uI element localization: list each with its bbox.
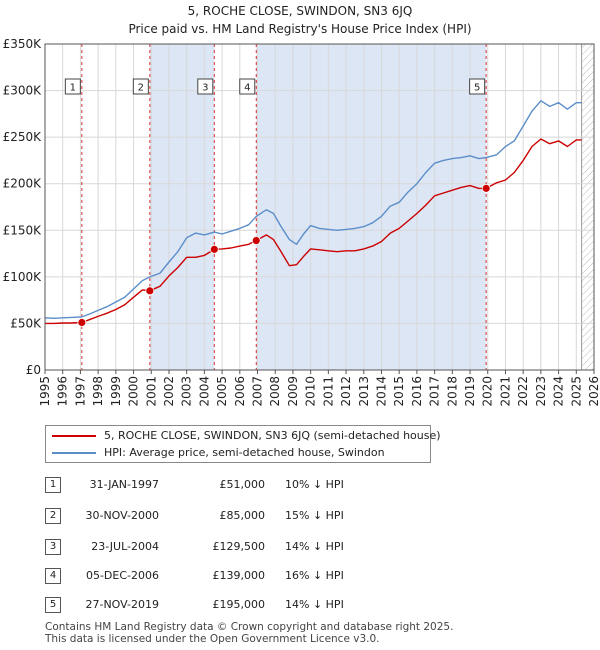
sale-point bbox=[481, 183, 491, 193]
transaction-row: 1 31-JAN-1997 £51,000 10% ↓ HPI bbox=[45, 477, 445, 497]
legend-label-hpi: HPI: Average price, semi-detached house,… bbox=[104, 446, 385, 459]
transaction-number: 4 bbox=[45, 568, 61, 584]
transaction-price: £129,500 bbox=[212, 540, 266, 553]
chart-title-line2: Price paid vs. HM Land Registry's House … bbox=[128, 22, 472, 36]
x-tick-label: 2014 bbox=[374, 376, 388, 407]
x-tick-label: 1997 bbox=[73, 376, 87, 407]
x-tick-label: 2024 bbox=[552, 376, 566, 407]
transaction-date: 27-NOV-2019 bbox=[85, 598, 159, 611]
sale-number-box bbox=[197, 78, 214, 95]
x-tick-label: 2011 bbox=[321, 376, 335, 407]
transaction-price: £139,000 bbox=[212, 569, 266, 582]
legend-swatch-hpi bbox=[52, 452, 96, 454]
sale-point bbox=[77, 318, 87, 327]
transaction-hpi-diff: 14% ↓ HPI bbox=[285, 540, 344, 553]
x-tick-label: 1998 bbox=[91, 376, 105, 407]
transaction-row: 5 27-NOV-2019 £195,000 14% ↓ HPI bbox=[45, 597, 445, 617]
y-tick-label: £200K bbox=[3, 177, 43, 191]
transaction-date: 30-NOV-2000 bbox=[85, 509, 159, 522]
shaded-period bbox=[256, 44, 487, 370]
transaction-row: 2 30-NOV-2000 £85,000 15% ↓ HPI bbox=[45, 508, 445, 528]
transaction-hpi-diff: 15% ↓ HPI bbox=[285, 509, 344, 522]
x-tick-label: 2000 bbox=[127, 376, 141, 407]
chart-title-line1: 5, ROCHE CLOSE, SWINDON, SN3 6JQ bbox=[187, 4, 413, 18]
x-tick-label: 2005 bbox=[215, 376, 229, 407]
legend-swatch-price bbox=[52, 435, 96, 437]
price-series-line bbox=[45, 138, 582, 325]
x-tick-label: 2019 bbox=[463, 376, 477, 407]
x-tick-label: 2018 bbox=[445, 376, 459, 407]
transaction-number: 1 bbox=[45, 477, 61, 493]
hpi-series-line bbox=[45, 100, 582, 319]
transaction-date: 31-JAN-1997 bbox=[89, 478, 159, 491]
x-tick-label: 2020 bbox=[481, 376, 495, 407]
transaction-date: 23-JUL-2004 bbox=[91, 540, 159, 553]
chart-legend: 5, ROCHE CLOSE, SWINDON, SN3 6JQ (semi-d… bbox=[45, 425, 441, 463]
x-tick-label: 1996 bbox=[56, 376, 70, 407]
sale-point bbox=[251, 236, 261, 245]
x-tick-label: 2026 bbox=[587, 376, 600, 407]
footer-license: This data is licensed under the Open Gov… bbox=[45, 633, 380, 645]
sale-point bbox=[145, 286, 155, 296]
legend-label-price: 5, ROCHE CLOSE, SWINDON, SN3 6JQ (semi-d… bbox=[104, 429, 441, 442]
x-tick-label: 2010 bbox=[304, 376, 318, 407]
transaction-hpi-diff: 14% ↓ HPI bbox=[285, 598, 344, 611]
sale-number-label: 5 bbox=[474, 83, 480, 94]
x-tick-label: 2023 bbox=[534, 376, 548, 407]
x-tick-label: 2003 bbox=[180, 376, 194, 407]
transaction-hpi-diff: 16% ↓ HPI bbox=[285, 569, 344, 582]
x-tick-label: 2002 bbox=[162, 376, 176, 407]
y-tick-label: £350K bbox=[3, 37, 43, 51]
y-tick-label: £150K bbox=[3, 223, 43, 237]
transaction-row: 4 05-DEC-2006 £139,000 16% ↓ HPI bbox=[45, 568, 445, 588]
transaction-number: 5 bbox=[45, 597, 61, 613]
shaded-period bbox=[149, 44, 215, 370]
footer-copyright: Contains HM Land Registry data © Crown c… bbox=[45, 621, 454, 633]
y-tick-label: £50K bbox=[10, 316, 42, 330]
sale-number-label: 4 bbox=[244, 83, 250, 94]
x-tick-label: 2006 bbox=[233, 376, 247, 407]
sale-number-box bbox=[239, 78, 256, 95]
sale-number-label: 2 bbox=[138, 83, 144, 94]
x-tick-label: 2016 bbox=[410, 376, 424, 407]
sale-point bbox=[209, 244, 219, 254]
x-tick-label: 2012 bbox=[339, 376, 353, 407]
x-tick-label: 2013 bbox=[357, 376, 371, 407]
sale-number-box bbox=[64, 78, 81, 95]
x-tick-label: 2017 bbox=[428, 376, 442, 407]
y-tick-label: £0 bbox=[26, 363, 41, 377]
x-tick-label: 1995 bbox=[38, 376, 52, 407]
x-tick-label: 2022 bbox=[516, 376, 530, 407]
y-tick-label: £100K bbox=[3, 270, 43, 284]
x-tick-label: 2009 bbox=[286, 376, 300, 407]
y-tick-label: £250K bbox=[3, 130, 43, 144]
transaction-number: 2 bbox=[45, 508, 61, 524]
transaction-date: 05-DEC-2006 bbox=[85, 569, 159, 582]
sale-number-box bbox=[469, 78, 486, 95]
x-tick-label: 2015 bbox=[392, 376, 406, 407]
x-tick-label: 2007 bbox=[251, 376, 265, 407]
sale-number-label: 3 bbox=[202, 83, 208, 94]
sale-number-label: 1 bbox=[70, 83, 76, 94]
x-tick-label: 2021 bbox=[498, 376, 512, 407]
transaction-price: £85,000 bbox=[219, 509, 266, 522]
transaction-price: £195,000 bbox=[212, 598, 266, 611]
transaction-price: £51,000 bbox=[219, 478, 266, 491]
forecast-hatch bbox=[581, 44, 594, 370]
x-tick-label: 2001 bbox=[144, 376, 158, 407]
sale-number-box bbox=[132, 78, 149, 95]
transaction-number: 3 bbox=[45, 539, 61, 555]
x-tick-label: 2004 bbox=[197, 376, 211, 407]
transaction-row: 3 23-JUL-2004 £129,500 14% ↓ HPI bbox=[45, 539, 445, 559]
x-tick-label: 2025 bbox=[569, 376, 583, 407]
transaction-hpi-diff: 10% ↓ HPI bbox=[285, 478, 344, 491]
price-chart: 1 2 3 4 5 £0 £50K £100K £150K £200K £250K £300K £350… bbox=[3, 37, 600, 407]
y-tick-label: £300K bbox=[3, 84, 43, 98]
x-tick-label: 1999 bbox=[109, 376, 123, 407]
x-tick-label: 2008 bbox=[268, 376, 282, 407]
plot-frame bbox=[44, 43, 595, 371]
